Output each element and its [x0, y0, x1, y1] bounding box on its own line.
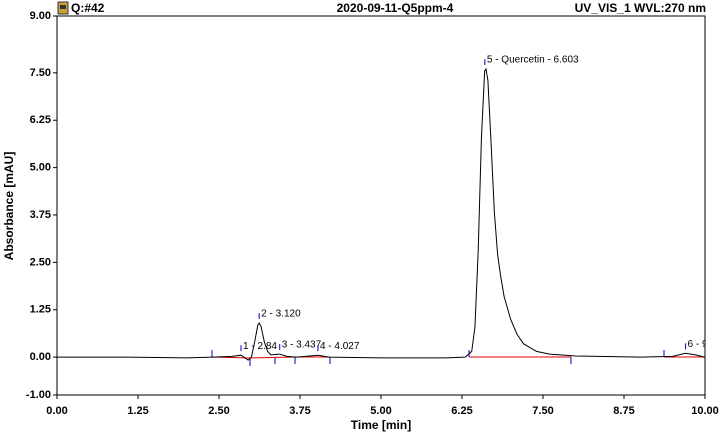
chart-title: 2020-09-11-Q5ppm-4 [337, 1, 454, 15]
y-tick-label: 5.00 [30, 162, 51, 174]
x-tick-label: 3.75 [289, 405, 310, 417]
header-right: UV_VIS_1 WVL:270 nm [575, 1, 706, 15]
x-tick-label: 1.25 [127, 405, 148, 417]
peak-label: 4 - 4.027 [320, 341, 360, 352]
y-axis-label: Absorbance [mAU] [2, 152, 16, 261]
y-tick-label: 2.50 [30, 256, 51, 268]
y-tick-label: 0.00 [30, 351, 51, 363]
peak-label: 5 - Quercetin - 6.603 [487, 55, 579, 66]
header-left: Q:#42 [71, 1, 105, 15]
header-icon [57, 1, 69, 15]
peak-label: 2 - 3.120 [261, 309, 301, 320]
x-tick-label: 6.25 [451, 405, 472, 417]
x-axis-label: Time [min] [351, 418, 411, 432]
peak-label: 6 - 9 [688, 339, 708, 350]
x-tick-label: 2.50 [208, 405, 229, 417]
y-tick-label: 9.00 [30, 10, 51, 22]
x-tick-label: 8.75 [613, 405, 634, 417]
peak-label: 3 - 3.437 [282, 340, 322, 351]
y-tick-label: 7.50 [30, 67, 51, 79]
y-tick-label: -1.00 [26, 389, 51, 401]
y-tick-label: 1.25 [30, 304, 51, 316]
x-tick-label: 7.50 [532, 405, 553, 417]
y-tick-label: 3.75 [30, 209, 51, 221]
x-tick-label: 10.00 [691, 405, 719, 417]
x-tick-label: 0.00 [46, 405, 67, 417]
y-tick-label: 6.25 [30, 114, 51, 126]
x-tick-label: 5.00 [370, 405, 391, 417]
trace-line [57, 67, 705, 361]
peak-label: 1 - 2.84 [243, 341, 277, 352]
